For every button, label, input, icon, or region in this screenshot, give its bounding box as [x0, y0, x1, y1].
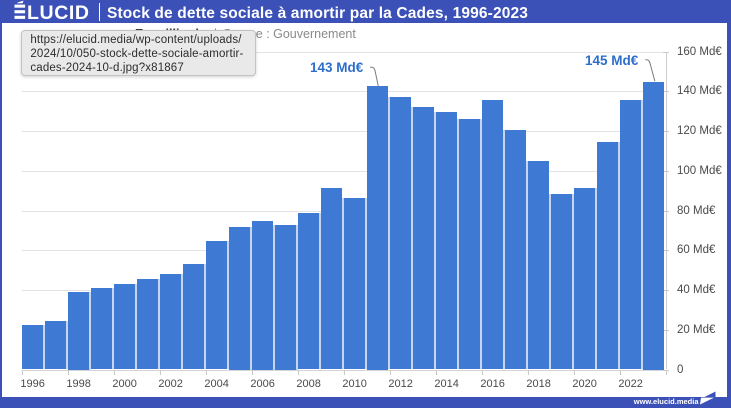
svg-text:LUCID: LUCID: [27, 2, 90, 22]
